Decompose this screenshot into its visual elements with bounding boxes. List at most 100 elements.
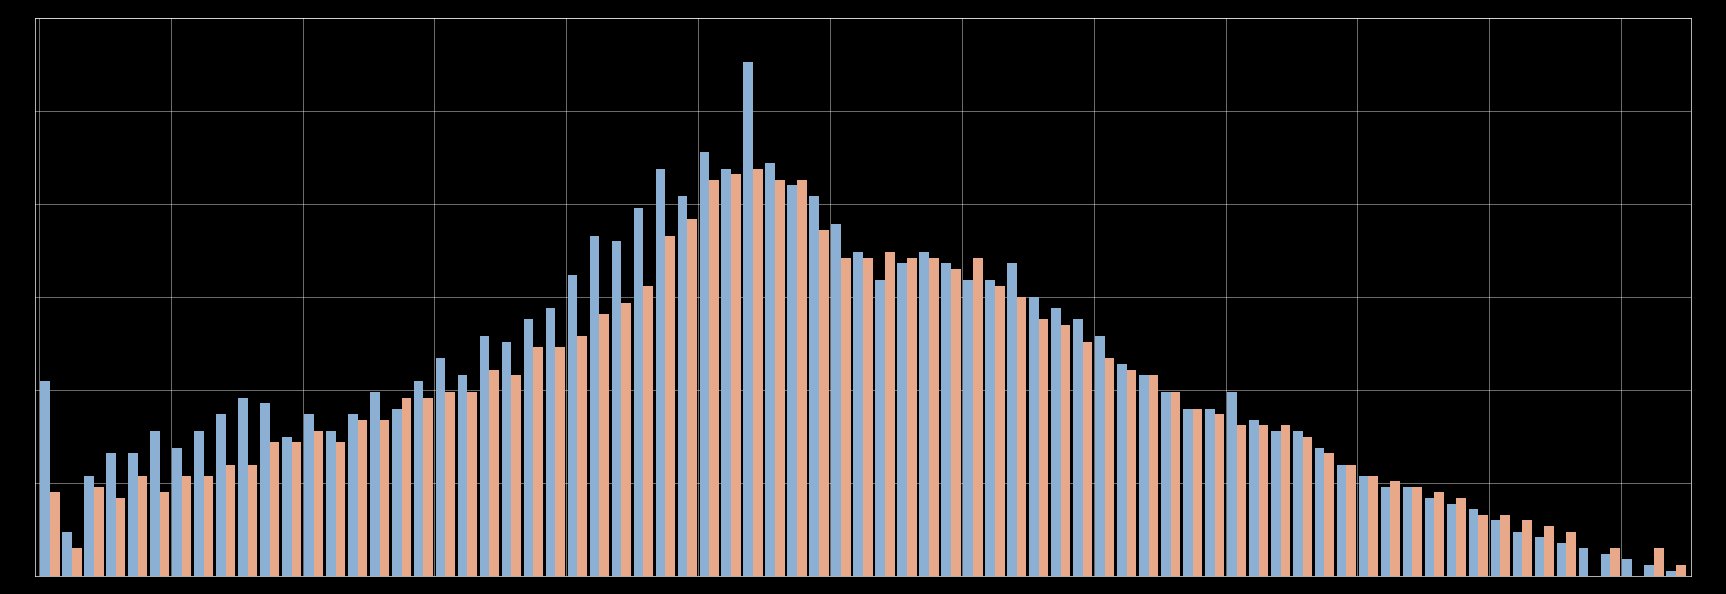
Bar xyxy=(511,375,521,576)
Bar xyxy=(765,163,775,576)
Bar xyxy=(1139,375,1150,576)
Bar xyxy=(1676,565,1686,576)
Bar xyxy=(699,152,709,576)
Bar xyxy=(963,280,973,576)
Bar xyxy=(533,347,544,576)
Bar xyxy=(85,476,93,576)
Bar xyxy=(1074,320,1082,576)
Bar xyxy=(994,286,1005,576)
Bar xyxy=(1250,420,1258,576)
Bar xyxy=(1162,392,1170,576)
Bar xyxy=(1645,565,1654,576)
Bar xyxy=(261,403,269,576)
Bar xyxy=(523,320,533,576)
Bar xyxy=(204,476,214,576)
Bar xyxy=(50,492,60,576)
Bar xyxy=(72,548,81,576)
Bar xyxy=(853,252,863,576)
Bar xyxy=(951,269,961,576)
Bar xyxy=(502,342,511,576)
Bar xyxy=(665,236,675,576)
Bar xyxy=(392,409,402,576)
Bar xyxy=(832,225,841,576)
Bar xyxy=(920,252,929,576)
Bar xyxy=(216,414,226,576)
Bar xyxy=(590,236,599,576)
Bar xyxy=(1491,520,1500,576)
Bar xyxy=(556,347,564,576)
Bar xyxy=(753,169,763,576)
Bar xyxy=(1094,336,1105,576)
Bar xyxy=(1610,548,1619,576)
Bar xyxy=(357,420,368,576)
Bar xyxy=(380,420,388,576)
Bar xyxy=(1150,375,1158,576)
Bar xyxy=(1412,487,1422,576)
Bar xyxy=(1293,431,1303,576)
Bar xyxy=(1381,487,1391,576)
Bar xyxy=(468,392,476,576)
Bar xyxy=(644,286,652,576)
Bar xyxy=(732,174,740,576)
Bar xyxy=(1281,425,1291,576)
Bar xyxy=(314,431,323,576)
Bar xyxy=(445,392,456,576)
Bar xyxy=(1258,425,1269,576)
Bar xyxy=(1600,554,1610,576)
Bar xyxy=(709,180,718,576)
Bar xyxy=(402,397,411,576)
Bar xyxy=(1358,476,1369,576)
Bar xyxy=(1391,481,1400,576)
Bar xyxy=(1579,548,1588,576)
Bar xyxy=(335,442,345,576)
Bar xyxy=(349,414,357,576)
Bar xyxy=(1369,476,1377,576)
Bar xyxy=(304,414,314,576)
Bar xyxy=(1469,509,1477,576)
Bar xyxy=(885,252,894,576)
Bar xyxy=(611,241,621,576)
Bar xyxy=(1029,297,1039,576)
Bar xyxy=(1557,543,1565,576)
Bar xyxy=(1622,560,1633,576)
Bar xyxy=(898,264,906,576)
Bar xyxy=(193,431,204,576)
Bar xyxy=(1565,532,1576,576)
Bar xyxy=(1654,548,1664,576)
Bar xyxy=(249,465,257,576)
Bar xyxy=(1666,571,1676,576)
Bar xyxy=(1193,409,1203,576)
Bar xyxy=(787,185,797,576)
Bar xyxy=(1346,465,1357,576)
Bar xyxy=(1512,532,1522,576)
Bar xyxy=(929,258,939,576)
Bar xyxy=(150,431,161,576)
Bar xyxy=(687,219,697,576)
Bar xyxy=(435,358,445,576)
Bar xyxy=(1105,358,1115,576)
Bar xyxy=(1236,425,1246,576)
Bar xyxy=(1534,537,1545,576)
Bar xyxy=(863,258,873,576)
Bar xyxy=(292,442,302,576)
Bar xyxy=(599,314,609,576)
Bar xyxy=(1205,409,1215,576)
Bar xyxy=(678,197,687,576)
Bar xyxy=(656,169,665,576)
Bar xyxy=(116,498,126,576)
Bar xyxy=(941,264,951,576)
Bar xyxy=(93,487,104,576)
Bar xyxy=(181,476,192,576)
Bar xyxy=(1338,465,1346,576)
Bar xyxy=(1457,498,1465,576)
Bar xyxy=(809,197,820,576)
Bar xyxy=(1182,409,1193,576)
Bar xyxy=(568,274,576,576)
Bar xyxy=(1424,498,1434,576)
Bar xyxy=(1446,504,1457,576)
Bar xyxy=(1434,492,1445,576)
Bar xyxy=(841,258,851,576)
Bar xyxy=(1039,320,1048,576)
Bar xyxy=(633,208,644,576)
Bar xyxy=(369,392,380,576)
